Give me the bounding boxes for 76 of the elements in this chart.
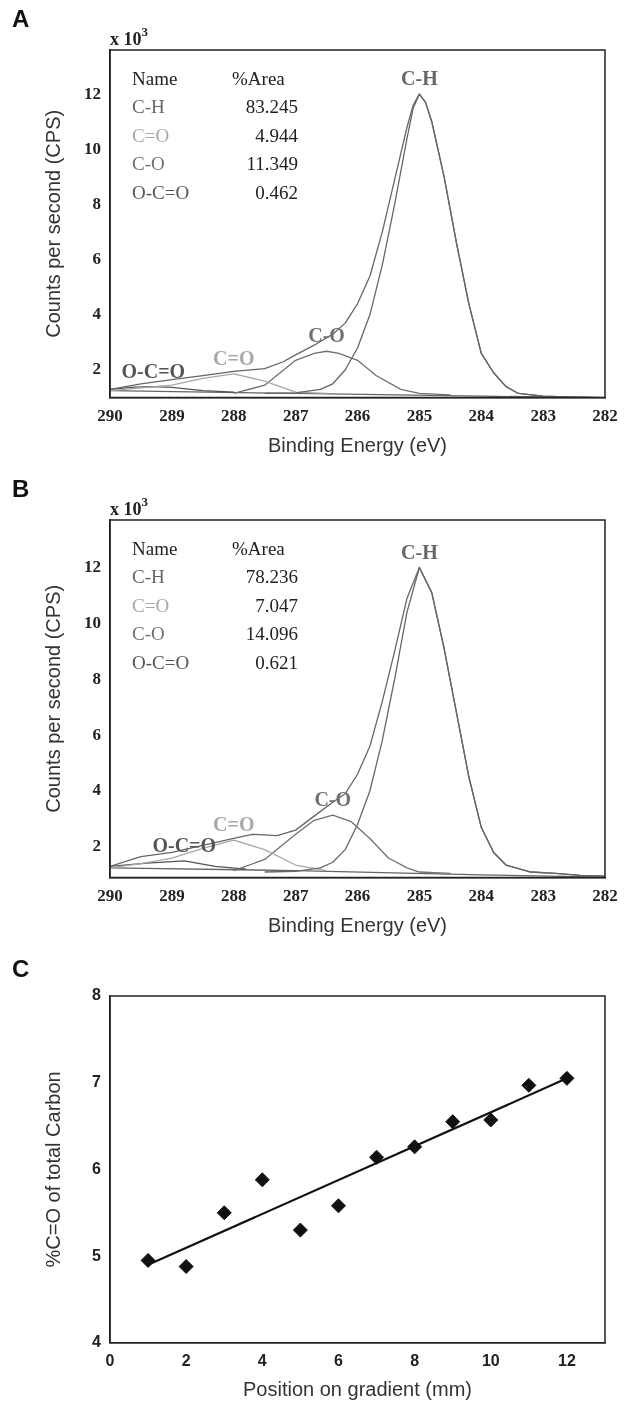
x-tick-label: 6 [334, 1351, 344, 1369]
x-tick-label: 288 [221, 886, 247, 906]
x-tick-label: 284 [468, 406, 495, 426]
series-label: O-C=O [121, 359, 186, 382]
y-tick-label: 10 [84, 138, 101, 158]
x-axis-title: Binding Energy (eV) [268, 913, 447, 936]
y-tick-label: 12 [84, 83, 101, 103]
x-tick-label: 8 [410, 1351, 420, 1369]
x-tick-label: 2 [181, 1351, 191, 1369]
x-tick-label: 282 [592, 406, 618, 426]
x-tick-label: 10 [481, 1351, 500, 1369]
y-tick-label: 8 [92, 986, 102, 1004]
y-tick-label: 6 [92, 724, 101, 744]
y-tick-label: 6 [92, 249, 101, 269]
y-tick-label: 2 [92, 836, 101, 856]
annotation: C-O [132, 623, 165, 645]
series-label: C=O [213, 347, 255, 370]
annotation: 11.349 [246, 153, 298, 175]
x-tick-label: 282 [592, 886, 618, 906]
y-tick-label: 6 [92, 1159, 102, 1177]
chart-title: C [12, 954, 30, 982]
y-tick-label: 4 [92, 1333, 102, 1351]
x-tick-label: 283 [530, 886, 556, 906]
x-tick-label: 289 [159, 886, 185, 906]
x-tick-label: 283 [530, 406, 556, 426]
x-tick-label: 286 [344, 406, 371, 426]
annotation: 78.236 [245, 566, 298, 588]
y-axis-title: Counts per second (CPS) [41, 584, 64, 813]
annotation: C=O [132, 124, 170, 146]
x-tick-label: 287 [282, 886, 309, 906]
annotation: O-C=O [132, 181, 190, 203]
chart-title: B [12, 474, 30, 502]
series-label: C-H [401, 67, 439, 90]
y-tick-label: 5 [92, 1246, 102, 1264]
annotation: 4.944 [255, 124, 299, 146]
x-axis-title: Binding Energy (eV) [268, 433, 447, 456]
annotation: 0.462 [255, 181, 298, 203]
y-tick-label: 7 [92, 1073, 102, 1091]
annotation: 0.621 [255, 651, 298, 673]
series-label: C=O [213, 813, 255, 836]
y-tick-label: 2 [92, 359, 101, 379]
y-axis-title: Counts per second (CPS) [41, 109, 64, 338]
y-tick-label: 12 [84, 556, 101, 576]
annotation: C-O [132, 153, 165, 175]
x-tick-label: 290 [97, 406, 123, 426]
x-tick-label: 290 [97, 886, 123, 906]
chart-title: A [12, 4, 30, 32]
annotation: Name [132, 67, 178, 89]
x-tick-label: 287 [282, 406, 309, 426]
annotation: C-H [132, 566, 165, 588]
y-tick-label: 10 [84, 612, 101, 632]
annotation: C=O [132, 594, 170, 616]
annotation: 7.047 [255, 594, 298, 616]
annotation: 14.096 [245, 623, 298, 645]
annotation: C-H [132, 96, 165, 118]
x-tick-label: 289 [159, 406, 185, 426]
x-tick-label: 285 [406, 406, 433, 426]
x-tick-label: 285 [406, 886, 433, 906]
annotation: %Area [232, 537, 286, 559]
x-tick-label: 4 [257, 1351, 267, 1369]
y-tick-label: 8 [92, 193, 101, 213]
series-label: C-H [401, 540, 439, 563]
annotation: 83.245 [245, 96, 298, 118]
x-tick-label: 284 [468, 886, 495, 906]
annotation: %Area [232, 67, 286, 89]
y-tick-label: 8 [92, 668, 101, 688]
x-tick-label: 288 [221, 406, 247, 426]
y-tick-label: 4 [92, 780, 102, 800]
annotation: Name [132, 537, 178, 559]
y-tick-label: 4 [92, 304, 102, 324]
x-tick-label: 12 [558, 1351, 576, 1369]
x-axis-title: Position on gradient (mm) [243, 1377, 472, 1400]
x-tick-label: 0 [105, 1351, 115, 1369]
annotation: O-C=O [132, 651, 190, 673]
y-axis-title: %C=O of total Carbon [41, 1071, 64, 1268]
x-tick-label: 286 [344, 886, 371, 906]
